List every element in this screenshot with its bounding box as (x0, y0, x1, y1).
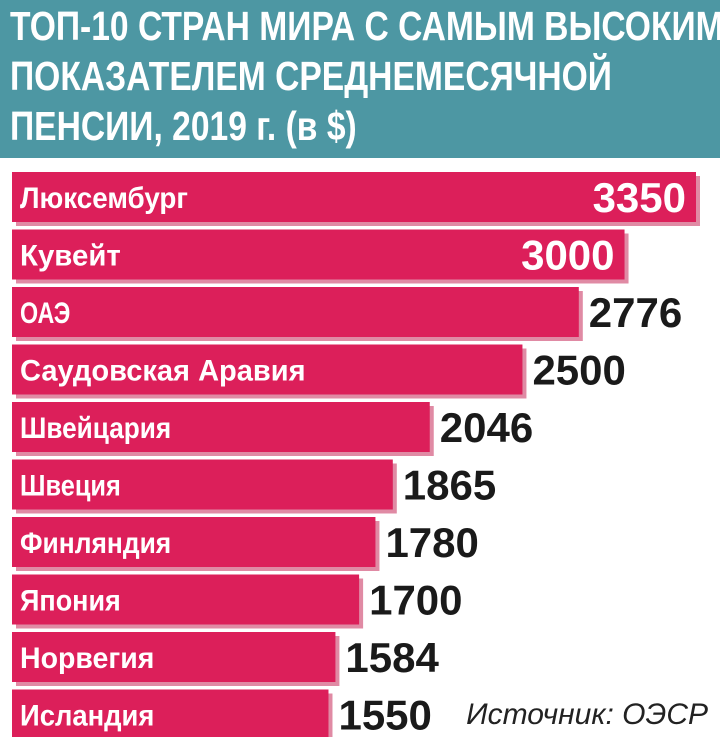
category-label: ОАЭ (20, 297, 70, 330)
value-label: 3000 (521, 232, 614, 279)
chart-header: ТОП-10 СТРАН МИРА С САМЫМ ВЫСОКИМ ПОКАЗА… (0, 0, 720, 158)
category-label: Люксембург (20, 182, 188, 215)
value-label: 1700 (369, 577, 462, 624)
bar (12, 172, 696, 222)
category-label: Финляндия (20, 527, 171, 560)
value-label: 3350 (593, 174, 686, 221)
value-label: 2046 (440, 404, 533, 451)
value-label: 1584 (345, 634, 439, 681)
value-label: 1780 (385, 519, 478, 566)
category-label: Кувейт (20, 240, 121, 273)
value-label: 2776 (589, 289, 682, 336)
value-label: 1865 (403, 462, 496, 509)
category-label: Швейцария (20, 412, 171, 445)
category-label: Япония (20, 585, 121, 618)
chart-title-line-3: ПЕНСИИ, 2019 г. (в $) (10, 103, 357, 149)
chart-title-line-2: ПОКАЗАТЕЛЕМ СРЕДНЕМЕСЯЧНОЙ (10, 53, 612, 99)
bar (12, 459, 393, 510)
chart-title-line-1: ТОП-10 СТРАН МИРА С САМЫМ ВЫСОКИМ (10, 3, 720, 49)
category-label: Саудовская Аравия (20, 355, 306, 388)
category-label: Швеция (20, 470, 121, 503)
value-label: 1550 (338, 692, 431, 737)
bar (12, 402, 430, 452)
category-label: Исландия (20, 700, 154, 733)
bar (12, 517, 376, 567)
bar (12, 287, 579, 337)
bar (12, 632, 336, 682)
bar (12, 344, 523, 395)
source-note: Источник: ОЭСР (466, 698, 708, 731)
bar (12, 574, 360, 625)
bar (12, 229, 625, 280)
value-label: 2500 (532, 347, 625, 394)
category-label: Норвегия (20, 642, 154, 675)
bar (12, 689, 329, 737)
